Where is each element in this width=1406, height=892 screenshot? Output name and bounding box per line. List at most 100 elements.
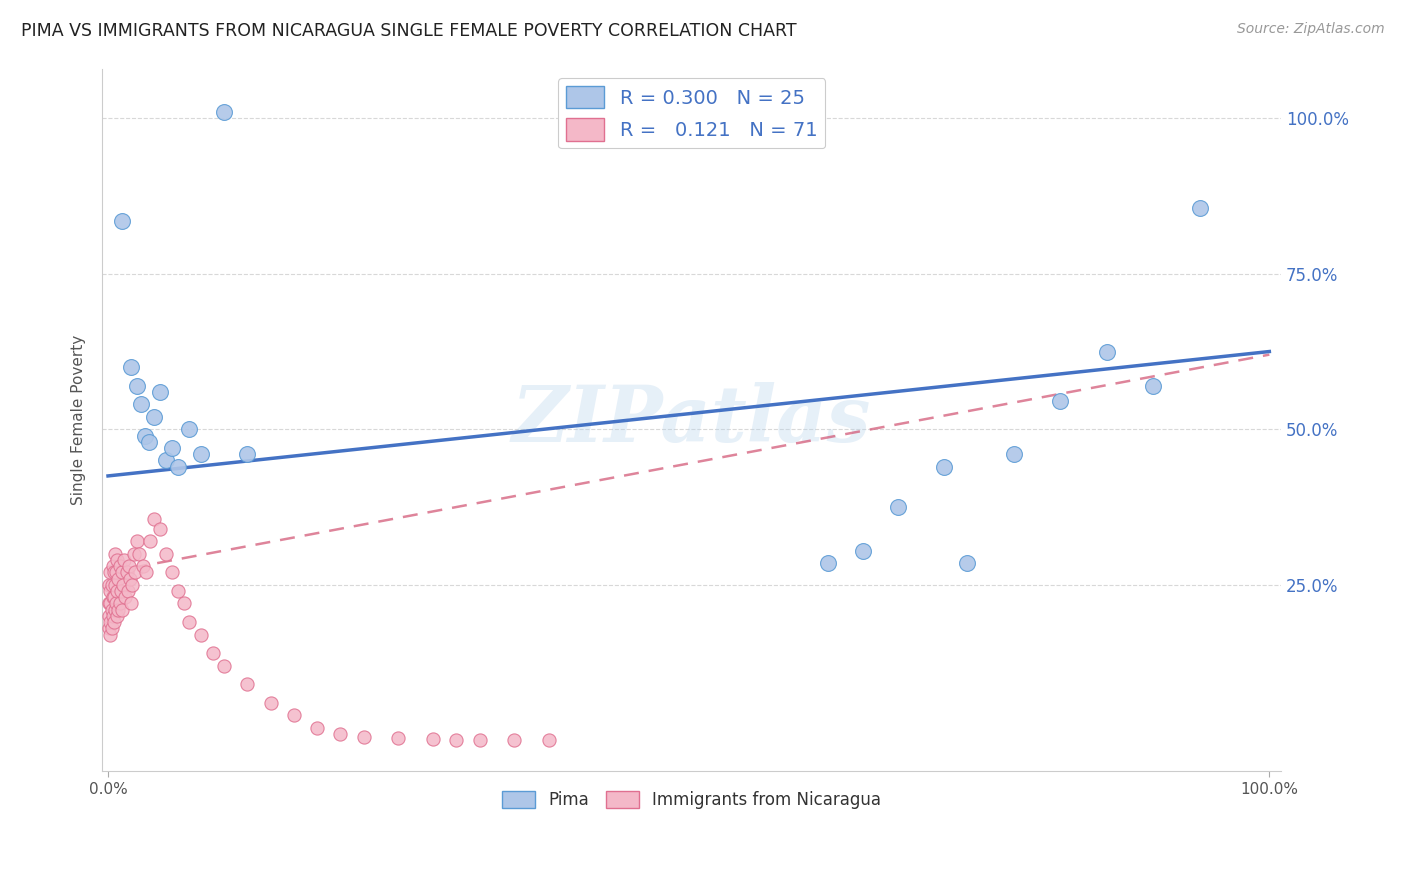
- Point: [125, 378, 148, 392]
- Y-axis label: Single Female Poverty: Single Female Poverty: [72, 334, 86, 505]
- Point: [129, 397, 152, 411]
- Point: [201, 646, 224, 660]
- Point: [155, 547, 177, 561]
- Point: [100, 621, 122, 635]
- Point: [934, 459, 956, 474]
- Point: [160, 566, 183, 580]
- Point: [139, 534, 162, 549]
- Point: [120, 597, 142, 611]
- Point: [111, 214, 134, 228]
- Point: [104, 578, 127, 592]
- Point: [468, 732, 491, 747]
- Point: [104, 602, 127, 616]
- Point: [283, 708, 305, 723]
- Point: [135, 566, 157, 580]
- Point: [98, 615, 121, 629]
- Point: [105, 608, 128, 623]
- Point: [107, 572, 129, 586]
- Point: [98, 597, 121, 611]
- Point: [117, 584, 139, 599]
- Point: [190, 627, 212, 641]
- Point: [107, 602, 129, 616]
- Point: [149, 384, 172, 399]
- Point: [121, 578, 143, 592]
- Point: [118, 559, 141, 574]
- Point: [108, 597, 131, 611]
- Legend: Pima, Immigrants from Nicaragua: Pima, Immigrants from Nicaragua: [495, 784, 889, 816]
- Point: [105, 553, 128, 567]
- Point: [124, 566, 146, 580]
- Point: [98, 578, 121, 592]
- Point: [115, 566, 138, 580]
- Point: [259, 696, 281, 710]
- Point: [538, 732, 561, 747]
- Point: [155, 453, 177, 467]
- Point: [886, 500, 908, 514]
- Point: [149, 522, 172, 536]
- Point: [112, 578, 135, 592]
- Point: [111, 602, 134, 616]
- Point: [212, 105, 235, 120]
- Point: [852, 543, 875, 558]
- Point: [236, 447, 259, 461]
- Point: [143, 409, 166, 424]
- Point: [817, 556, 839, 570]
- Point: [503, 732, 526, 747]
- Point: [111, 566, 134, 580]
- Point: [98, 597, 121, 611]
- Point: [125, 534, 148, 549]
- Point: [98, 621, 121, 635]
- Point: [122, 547, 145, 561]
- Point: [160, 441, 183, 455]
- Point: [190, 447, 212, 461]
- Point: [166, 459, 188, 474]
- Point: [103, 566, 125, 580]
- Point: [128, 547, 150, 561]
- Point: [422, 732, 444, 747]
- Point: [353, 730, 375, 744]
- Point: [329, 727, 352, 741]
- Point: [114, 591, 136, 605]
- Point: [101, 559, 124, 574]
- Point: [166, 584, 188, 599]
- Point: [101, 608, 124, 623]
- Point: [179, 615, 201, 629]
- Point: [134, 428, 156, 442]
- Point: [1049, 394, 1071, 409]
- Text: ZIPatlas: ZIPatlas: [512, 382, 872, 458]
- Point: [1002, 447, 1025, 461]
- Point: [956, 556, 979, 570]
- Point: [105, 584, 128, 599]
- Point: [108, 559, 131, 574]
- Point: [103, 591, 125, 605]
- Text: PIMA VS IMMIGRANTS FROM NICARAGUA SINGLE FEMALE POVERTY CORRELATION CHART: PIMA VS IMMIGRANTS FROM NICARAGUA SINGLE…: [21, 22, 797, 40]
- Point: [307, 721, 329, 735]
- Text: Source: ZipAtlas.com: Source: ZipAtlas.com: [1237, 22, 1385, 37]
- Point: [100, 602, 122, 616]
- Point: [179, 422, 201, 436]
- Point: [120, 360, 142, 375]
- Point: [104, 547, 127, 561]
- Point: [101, 591, 124, 605]
- Point: [1095, 344, 1118, 359]
- Point: [105, 597, 128, 611]
- Point: [1188, 202, 1211, 216]
- Point: [173, 597, 195, 611]
- Point: [132, 559, 155, 574]
- Point: [105, 566, 128, 580]
- Point: [100, 578, 122, 592]
- Point: [103, 615, 125, 629]
- Point: [143, 512, 166, 526]
- Point: [138, 434, 160, 449]
- Point: [212, 658, 235, 673]
- Point: [120, 572, 142, 586]
- Point: [110, 584, 132, 599]
- Point: [236, 677, 259, 691]
- Point: [387, 731, 409, 746]
- Point: [112, 553, 135, 567]
- Point: [98, 584, 121, 599]
- Point: [446, 732, 468, 747]
- Point: [98, 608, 121, 623]
- Point: [1142, 378, 1164, 392]
- Point: [98, 627, 121, 641]
